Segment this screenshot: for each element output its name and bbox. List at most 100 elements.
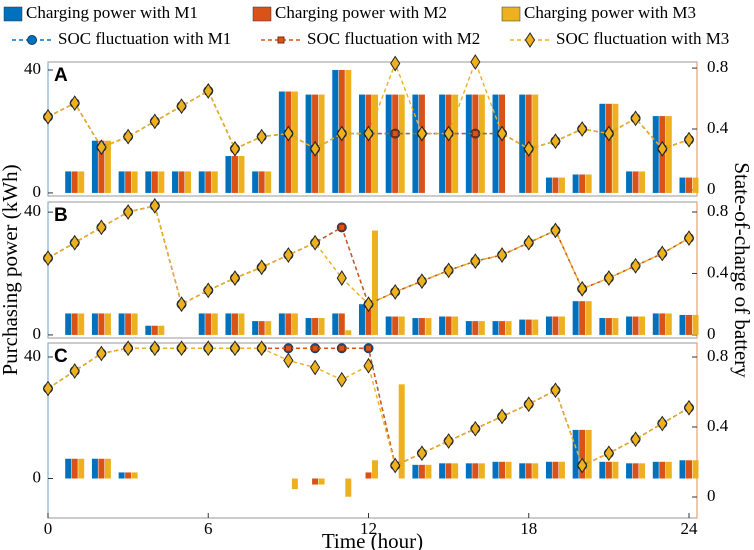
soc-marker [577, 121, 588, 137]
bar [639, 463, 646, 479]
bar [652, 116, 659, 193]
bar [318, 478, 325, 485]
bar [231, 313, 238, 335]
bar [365, 304, 372, 335]
soc-marker [630, 257, 641, 274]
bar [78, 171, 85, 193]
bar [258, 321, 265, 335]
bar [679, 177, 686, 193]
bar [452, 316, 459, 335]
soc-marker [603, 270, 614, 286]
bar [265, 321, 272, 335]
bar [545, 316, 552, 335]
soc-marker [577, 280, 588, 297]
bar [452, 463, 459, 479]
bar [552, 177, 559, 193]
bar [492, 461, 499, 479]
bar [125, 472, 132, 479]
bar [365, 472, 372, 479]
bar [345, 330, 352, 335]
soc-marker [309, 359, 321, 376]
soc-marker [123, 204, 134, 220]
bar [525, 319, 532, 335]
soc-marker [577, 457, 588, 474]
bar [345, 478, 352, 497]
bar [291, 91, 298, 193]
bar [445, 316, 452, 335]
bar [252, 321, 259, 335]
bar [145, 171, 152, 193]
bar [585, 174, 592, 193]
soc-marker [683, 131, 695, 148]
bar [98, 313, 105, 335]
bar [472, 321, 479, 335]
soc-line [47, 205, 690, 306]
bar [178, 171, 185, 193]
bar [338, 313, 345, 335]
bar [439, 316, 446, 335]
soc-marker [657, 245, 668, 262]
bar [558, 177, 565, 193]
soc-marker [364, 344, 372, 352]
bar [632, 316, 639, 335]
bar [465, 94, 472, 193]
x-tick-label: 12 [360, 519, 377, 538]
bar [445, 463, 452, 479]
soc-marker [470, 54, 481, 70]
bar [612, 318, 619, 335]
soc-marker [42, 250, 54, 267]
bar [472, 463, 479, 479]
soc-marker [390, 283, 401, 300]
bar [545, 461, 552, 479]
bar [418, 464, 425, 479]
soc-marker [390, 457, 401, 474]
soc-marker [550, 133, 561, 150]
bar [98, 140, 105, 193]
soc-marker [96, 345, 107, 362]
bar [305, 94, 312, 193]
soc-line [47, 205, 690, 306]
bar [65, 171, 72, 193]
soc-marker [176, 340, 187, 357]
bar [652, 461, 659, 479]
bar [492, 94, 499, 193]
soc-marker [630, 431, 641, 448]
bar [599, 103, 606, 193]
soc-marker [277, 36, 285, 44]
soc-marker [203, 340, 214, 357]
bar [452, 94, 459, 193]
soc-marker [309, 234, 321, 251]
y2-tick-label: 0 [707, 179, 716, 198]
bar [626, 463, 633, 479]
soc-marker [523, 396, 534, 413]
soc-marker [550, 382, 561, 399]
soc-marker [229, 270, 241, 286]
bar [418, 94, 425, 193]
panel-frame [47, 342, 698, 519]
bar [318, 318, 325, 335]
bar [365, 94, 372, 193]
soc-marker [42, 108, 54, 125]
legend-swatch [252, 6, 272, 22]
legend-swatch [3, 6, 23, 22]
bar [552, 461, 559, 479]
bar [558, 316, 565, 335]
bar [358, 304, 365, 335]
bar [205, 171, 212, 193]
bar [125, 313, 132, 335]
bar [151, 325, 158, 335]
soc-marker [96, 139, 107, 156]
bar [118, 313, 125, 335]
bar [71, 313, 78, 335]
bar [692, 177, 699, 193]
x-tick-label: 18 [520, 519, 537, 538]
bar [572, 429, 579, 479]
soc-marker [603, 125, 614, 142]
soc-marker [123, 128, 134, 145]
soc-marker [470, 420, 481, 437]
bar [572, 174, 579, 193]
soc-marker [657, 415, 668, 432]
soc-marker [523, 234, 534, 251]
bar [499, 94, 506, 193]
bar [278, 91, 285, 193]
